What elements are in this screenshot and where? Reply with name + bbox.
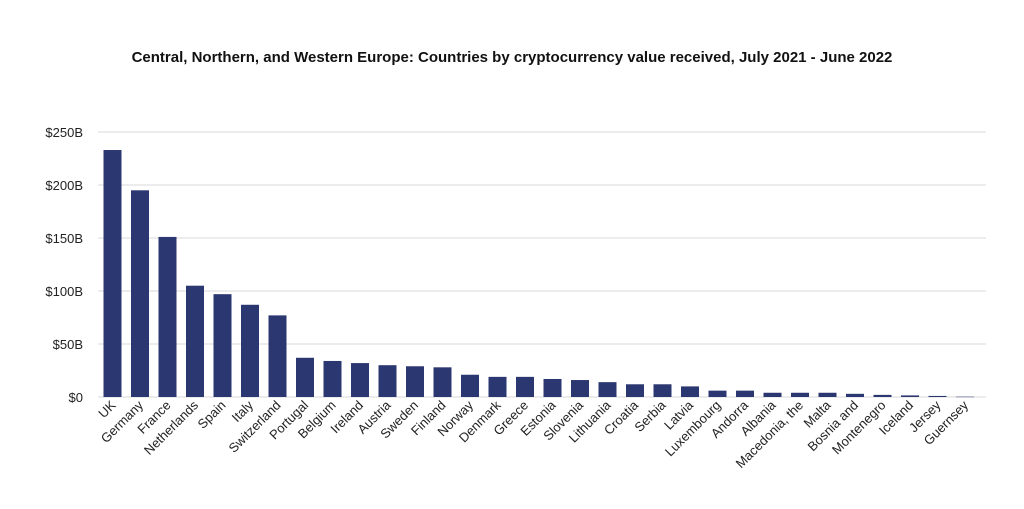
bar-norway bbox=[461, 374, 479, 397]
bar-bosnia-and bbox=[846, 393, 864, 397]
bar-guernsey bbox=[956, 396, 974, 398]
y-tick-label: $150B bbox=[45, 231, 83, 246]
bar-france bbox=[158, 236, 177, 397]
x-tick-label: Serbia bbox=[631, 397, 669, 435]
bar-malta bbox=[818, 392, 837, 397]
bar-belgium bbox=[323, 360, 342, 397]
bar-jersey bbox=[928, 395, 947, 397]
bar-denmark bbox=[488, 376, 507, 397]
x-tick-label: Spain bbox=[195, 398, 229, 432]
bar-finland bbox=[433, 367, 452, 397]
bar-serbia bbox=[653, 384, 672, 397]
y-tick-label: $0 bbox=[69, 390, 83, 405]
bar-estonia bbox=[543, 378, 562, 397]
bar-ireland bbox=[351, 363, 369, 397]
y-tick-label: $250B bbox=[45, 125, 83, 140]
gridlines bbox=[98, 131, 986, 398]
bar-uk bbox=[103, 150, 122, 397]
bar-luxembourg bbox=[708, 390, 727, 397]
bar-albania bbox=[763, 392, 782, 397]
bar-lithuania bbox=[598, 382, 617, 397]
bar-netherlands bbox=[186, 285, 204, 397]
chart-title: Central, Northern, and Western Europe: C… bbox=[131, 49, 893, 66]
bars bbox=[103, 150, 974, 398]
bar-portugal bbox=[296, 357, 314, 397]
bar-greece bbox=[516, 376, 534, 397]
bar-latvia bbox=[681, 386, 699, 397]
bar-macedonia-the bbox=[791, 392, 809, 397]
y-tick-label: $200B bbox=[45, 178, 83, 193]
y-tick-label: $100B bbox=[45, 284, 83, 299]
bar-italy bbox=[241, 304, 259, 397]
bar-switzerland bbox=[268, 315, 287, 397]
y-axis-ticks: $0 $50B $100B $150B $200B $250B bbox=[45, 125, 83, 405]
bar-sweden bbox=[406, 366, 424, 397]
y-tick-label: $50B bbox=[53, 337, 83, 352]
bar-andorra bbox=[736, 390, 754, 397]
bar-germany bbox=[131, 190, 149, 397]
bar-croatia bbox=[626, 384, 644, 397]
bar-slovenia bbox=[571, 380, 589, 397]
bar-montenegro bbox=[873, 394, 892, 397]
bar-spain bbox=[213, 294, 232, 397]
bar-austria bbox=[378, 365, 397, 397]
bar-iceland bbox=[901, 395, 919, 397]
